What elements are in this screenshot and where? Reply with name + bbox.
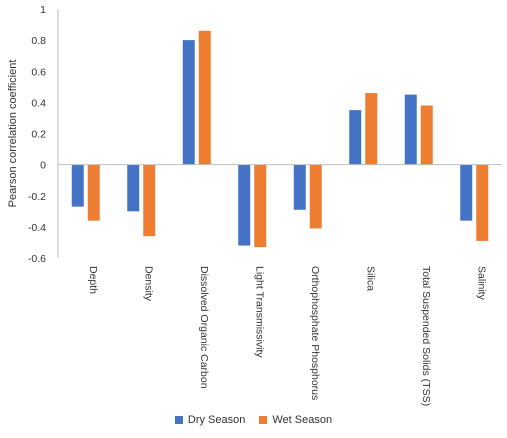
bar-wet-7 bbox=[476, 164, 489, 241]
x-category-label: Dissolved Organic Carbon bbox=[198, 266, 210, 389]
bar-dry-4 bbox=[293, 164, 306, 210]
bar-dry-1 bbox=[127, 164, 140, 212]
bar-dry-7 bbox=[460, 164, 473, 221]
y-tick-label: 0.8 bbox=[31, 35, 46, 47]
bar-wet-4 bbox=[309, 164, 322, 229]
x-category-label: Depth bbox=[87, 266, 99, 294]
y-tick-label: 0.2 bbox=[31, 129, 46, 141]
chart-legend: Dry Season Wet Season bbox=[0, 414, 507, 426]
bar-dry-0 bbox=[71, 164, 84, 207]
legend-label-wet-season: Wet Season bbox=[272, 414, 333, 426]
x-category-label: Orthophosphate Phosphorus bbox=[309, 266, 321, 400]
y-tick-label: -0.2 bbox=[28, 191, 46, 203]
bar-dry-6 bbox=[404, 94, 417, 165]
bar-wet-0 bbox=[87, 164, 100, 221]
bar-dry-5 bbox=[349, 110, 362, 165]
legend-item-wet-season: Wet Season bbox=[259, 414, 332, 426]
y-tick-label: 1 bbox=[40, 4, 46, 16]
legend-swatch-wet-season bbox=[259, 416, 268, 424]
x-category-label: Salinity bbox=[475, 266, 487, 301]
y-tick-label: 0 bbox=[40, 160, 46, 172]
x-category-label: Light Transmissivity bbox=[253, 266, 265, 358]
bar-wet-5 bbox=[365, 93, 378, 165]
y-tick-label: 0.6 bbox=[31, 66, 46, 78]
legend-swatch-dry-season bbox=[174, 416, 183, 424]
bar-wet-3 bbox=[254, 164, 267, 248]
bar-dry-3 bbox=[238, 164, 251, 246]
x-category-label: Total Suspended Solids (TSS) bbox=[420, 266, 432, 406]
bar-wet-2 bbox=[198, 30, 211, 165]
y-tick-label: 0.4 bbox=[31, 97, 46, 109]
y-tick-label: -0.4 bbox=[28, 222, 46, 234]
x-category-label: Density bbox=[142, 266, 154, 302]
x-category-label: Silica bbox=[364, 266, 376, 291]
legend-label-dry-season: Dry Season bbox=[187, 414, 246, 426]
y-tick-label: -0.6 bbox=[28, 253, 46, 265]
y-axis-title: Pearson correlation coefficient bbox=[7, 60, 19, 208]
bar-dry-2 bbox=[182, 40, 195, 165]
bar-wet-6 bbox=[420, 105, 433, 165]
legend-item-dry-season: Dry Season bbox=[174, 414, 246, 426]
bar-wet-1 bbox=[143, 164, 156, 237]
